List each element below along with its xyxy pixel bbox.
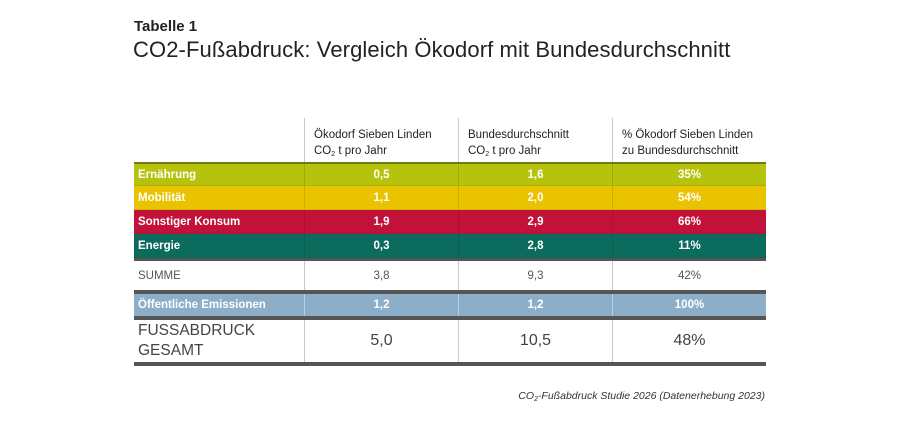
row-label: Mobilität (138, 191, 186, 204)
header-percent-line1: % Ökodorf Sieben Linden (622, 129, 754, 141)
percent-value: 66% (612, 210, 766, 233)
bund-value: 1,6 (458, 164, 612, 185)
table-label: Tabelle 1 (134, 18, 198, 35)
bund-value: 2,0 (458, 186, 612, 209)
header-bund: Bundesdurchschnitt CO2 t pro Jahr (458, 118, 612, 162)
table-row-fussabdruck-gesamt: FUSSABDRUCK GESAMT 5,0 10,5 48% (134, 316, 766, 366)
co2-comparison-table: Ökodorf Sieben Linden CO2 t pro Jahr Bun… (134, 118, 766, 366)
percent-value: 54% (612, 186, 766, 209)
source-caption: CO2-Fußabdruck Studie 2026 (Datenerhebun… (518, 390, 765, 403)
header-empty-cell (134, 118, 304, 162)
header-oekodorf: Ökodorf Sieben Linden CO2 t pro Jahr (304, 118, 458, 162)
table-row-mobilitaet: Mobilität 1,1 2,0 54% (134, 186, 766, 210)
bund-value: 9,3 (458, 261, 612, 290)
bund-value: 2,8 (458, 234, 612, 257)
percent-value: 48% (612, 320, 766, 362)
row-label: Ernährung (138, 168, 197, 181)
percent-value: 35% (612, 164, 766, 185)
header-percent: % Ökodorf Sieben Linden zu Bundesdurchsc… (612, 118, 766, 162)
header-oekodorf-line2: CO2 t pro Jahr (314, 145, 387, 158)
header-oekodorf-line1: Ökodorf Sieben Linden (314, 129, 432, 141)
header-bund-line2: CO2 t pro Jahr (468, 145, 541, 158)
percent-value: 100% (612, 294, 766, 316)
total-label-line1: FUSSABDRUCK (138, 322, 256, 339)
table-row-summe: SUMME 3,8 9,3 42% (134, 258, 766, 294)
row-label: SUMME (138, 269, 181, 282)
oekodorf-value: 0,5 (304, 164, 458, 185)
oekodorf-value: 3,8 (304, 261, 458, 290)
oekodorf-value: 1,2 (304, 294, 458, 316)
bund-value: 1,2 (458, 294, 612, 316)
oekodorf-value: 1,1 (304, 186, 458, 209)
row-label: Sonstiger Konsum (138, 215, 241, 228)
table-row-energie: Energie 0,3 2,8 11% (134, 234, 766, 258)
percent-value: 11% (612, 234, 766, 257)
table-row-sonstiger-konsum: Sonstiger Konsum 1,9 2,9 66% (134, 210, 766, 234)
total-label-line2: GESAMT (138, 342, 204, 359)
table-header-row: Ökodorf Sieben Linden CO2 t pro Jahr Bun… (134, 118, 766, 162)
row-label: Energie (138, 239, 181, 252)
oekodorf-value: 1,9 (304, 210, 458, 233)
table-row-ernaehrung: Ernährung 0,5 1,6 35% (134, 162, 766, 186)
bund-value: 10,5 (458, 320, 612, 362)
oekodorf-value: 5,0 (304, 320, 458, 362)
percent-value: 42% (612, 261, 766, 290)
bund-value: 2,9 (458, 210, 612, 233)
oekodorf-value: 0,3 (304, 234, 458, 257)
row-label: FUSSABDRUCK GESAMT (134, 320, 304, 362)
header-percent-line2: zu Bundesdurchschnitt (622, 145, 739, 157)
table-row-oeffentliche-emissionen: Öffentliche Emissionen 1,2 1,2 100% (134, 294, 766, 316)
row-label: Öffentliche Emissionen (138, 299, 266, 311)
header-bund-line1: Bundesdurchschnitt (468, 129, 570, 141)
page-title: CO2-Fußabdruck: Vergleich Ökodorf mit Bu… (133, 37, 731, 62)
